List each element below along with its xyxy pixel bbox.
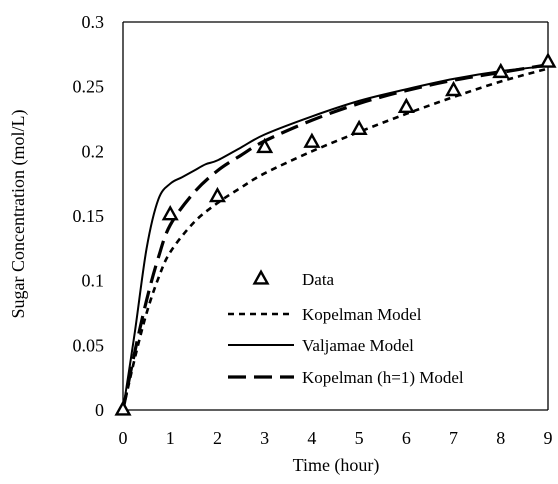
y-axis-label: Sugar Concentration (mol/L) bbox=[8, 110, 29, 319]
data-point-marker bbox=[539, 52, 557, 68]
y-tick-label: 0.3 bbox=[82, 12, 105, 32]
data-point-marker bbox=[445, 80, 463, 97]
y-tick-label: 0.15 bbox=[73, 206, 105, 226]
x-tick-label: 4 bbox=[307, 428, 316, 448]
data-point-marker bbox=[161, 204, 179, 221]
x-tick-label: 6 bbox=[402, 428, 411, 448]
y-tick-label: 0.05 bbox=[73, 335, 105, 355]
legend: Data Kopelman Model Valjamae Model Kopelman… bbox=[228, 269, 464, 387]
data-point-marker bbox=[208, 186, 226, 203]
x-tick-label: 2 bbox=[213, 428, 222, 448]
x-tick-label: 3 bbox=[260, 428, 269, 448]
data-point-marker bbox=[397, 97, 415, 114]
data-point-marker bbox=[350, 119, 368, 135]
legend-marker-data bbox=[252, 269, 270, 285]
x-axis-label: Time (hour) bbox=[293, 455, 380, 476]
y-tick-labels: 0 0.05 0.1 0.15 0.2 0.25 0.3 bbox=[73, 12, 105, 420]
y-tick-label: 0 bbox=[95, 400, 104, 420]
x-tick-label: 1 bbox=[166, 428, 175, 448]
legend-label: Valjamae Model bbox=[302, 336, 414, 355]
series-line-kopelman-model bbox=[121, 67, 549, 411]
x-tick-label: 7 bbox=[449, 428, 458, 448]
data-point-marker bbox=[256, 137, 274, 154]
y-tick-label: 0.25 bbox=[73, 77, 105, 97]
axes bbox=[122, 21, 549, 411]
x-tick-labels: 0 1 2 3 4 5 6 7 8 9 bbox=[119, 428, 553, 448]
legend-label: Kopelman Model bbox=[302, 305, 422, 324]
series-layer bbox=[114, 52, 557, 416]
data-point-marker bbox=[492, 62, 510, 79]
x-tick-label: 5 bbox=[355, 428, 364, 448]
x-tick-label: 9 bbox=[544, 428, 553, 448]
x-tick-label: 8 bbox=[496, 428, 505, 448]
data-point-marker bbox=[114, 400, 132, 416]
series-line-kopelman-h-1-model bbox=[121, 63, 549, 411]
data-point-marker bbox=[303, 132, 321, 148]
y-tick-label: 0.2 bbox=[82, 141, 105, 161]
x-tick-label: 0 bbox=[119, 428, 128, 448]
legend-label: Data bbox=[302, 270, 335, 289]
y-tick-label: 0.1 bbox=[82, 271, 105, 291]
series-line-valjamae-model bbox=[122, 64, 549, 411]
legend-label: Kopelman (h=1) Model bbox=[302, 368, 464, 387]
